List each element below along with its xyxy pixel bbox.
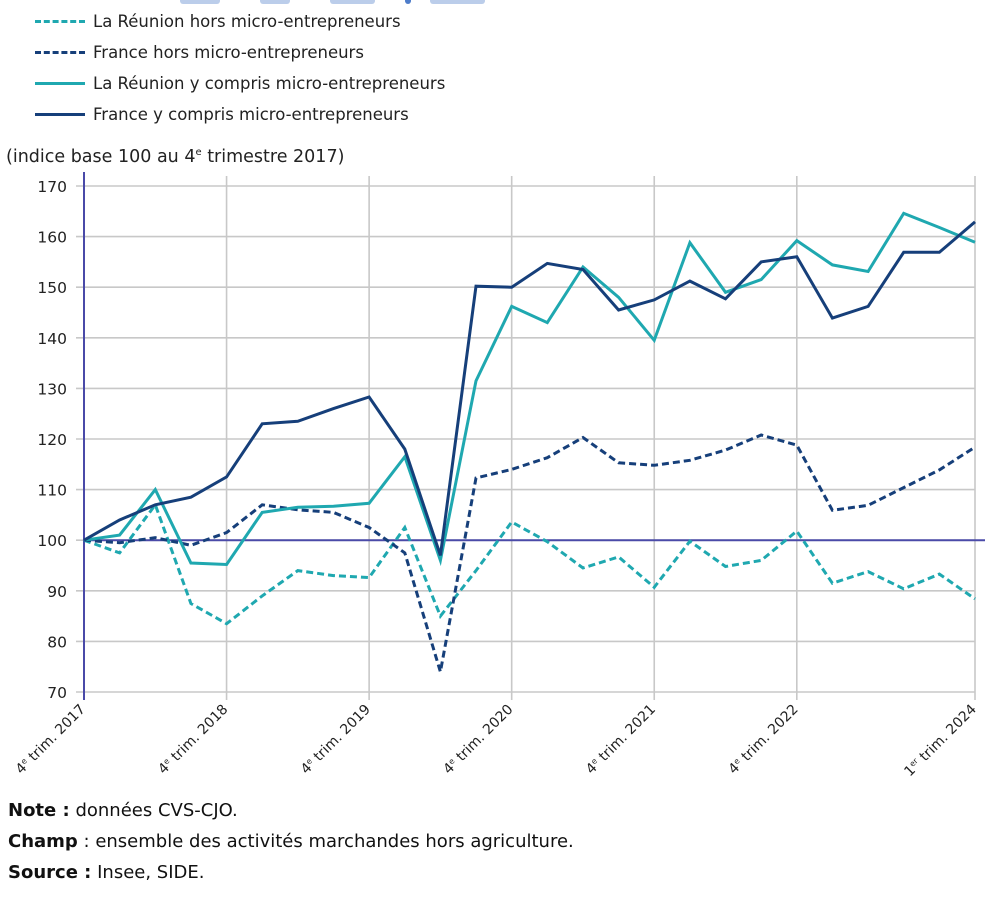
champ-label: Champ [8, 831, 78, 852]
x-tick-text: trim. 2022 [735, 702, 801, 768]
x-tick-sup: e [304, 756, 314, 766]
series-lines [83, 211, 976, 673]
series-line-1 [83, 433, 976, 673]
series-line-3 [83, 220, 976, 556]
x-tick-label: 1er trim. 2024 [901, 701, 979, 779]
x-tick-text: trim. 2017 [23, 702, 89, 768]
champ-text: : ensemble des activités marchandes hors… [77, 831, 574, 852]
x-tick-label: 4e trim. 2022 [726, 702, 802, 778]
y-tick-label: 70 [47, 684, 67, 702]
y-tick-label: 90 [47, 583, 67, 601]
x-tick-label: 4e trim. 2021 [583, 702, 659, 778]
legend-swatch [35, 51, 85, 54]
source-text: Insee, SIDE. [91, 862, 205, 883]
y-tick-label: 140 [37, 330, 67, 348]
source-label: Source : [8, 862, 92, 883]
x-tick-label: 4e trim. 2017 [13, 702, 89, 778]
chart-title-clipped [0, 0, 1000, 8]
y-tick-label: 100 [37, 532, 67, 550]
y-tick-label: 170 [37, 178, 67, 196]
footnote-note: Note : données CVS-CJO. [8, 795, 574, 826]
x-tick-sup: e [732, 756, 742, 766]
y-tick-label: 130 [37, 380, 67, 398]
title-fragment-mark [260, 0, 290, 4]
gridlines [76, 176, 976, 700]
y-tick-label: 160 [37, 229, 67, 247]
series-line-0 [83, 501, 976, 626]
footnote-source: Source : Insee, SIDE. [8, 857, 574, 888]
title-fragment-mark [330, 0, 375, 4]
x-tick-sup: e [162, 756, 172, 766]
legend-swatch [35, 82, 85, 85]
legend-label: France hors micro-entrepreneurs [93, 43, 364, 62]
x-axis-ticks: 4e trim. 2017 4e trim. 2018 4e trim. 2019 4… [13, 701, 980, 779]
legend-swatch [35, 113, 85, 116]
legend-swatch [35, 20, 85, 23]
y-axis-title: (indice base 100 au 4e trimestre 2017) [6, 147, 344, 167]
title-fragment-mark [430, 0, 485, 4]
note-label: Note : [8, 800, 70, 821]
legend-item: France y compris micro-entrepreneurs [35, 99, 445, 130]
note-text: données CVS-CJO. [69, 800, 238, 821]
y-tick-label: 110 [37, 482, 67, 500]
y-tick-label: 120 [37, 431, 67, 449]
legend-label: La Réunion y compris micro-entrepreneurs [93, 74, 446, 93]
x-tick-sup: e [589, 756, 599, 766]
legend-item: La Réunion hors micro-entrepreneurs [35, 6, 445, 37]
legend-label: La Réunion hors micro-entrepreneurs [93, 12, 401, 31]
title-fragment-mark [180, 0, 220, 4]
x-tick-text: trim. 2021 [593, 702, 659, 768]
chart-legend: La Réunion hors micro-entrepreneurs Fran… [35, 6, 445, 130]
y-axis-title-sup: e [195, 147, 202, 158]
y-tick-label: 80 [47, 633, 67, 651]
x-tick-text: trim. 2018 [165, 702, 231, 768]
x-tick-text: trim. 2024 [914, 701, 980, 767]
y-tick-label: 150 [37, 279, 67, 297]
x-tick-label: 4e trim. 2018 [155, 702, 231, 778]
footnotes: Note : données CVS-CJO. Champ : ensemble… [8, 795, 574, 888]
x-tick-label: 4e trim. 2019 [298, 702, 374, 778]
x-tick-text: trim. 2019 [308, 702, 374, 768]
y-axis-title-suffix: trimestre 2017) [201, 147, 345, 167]
legend-label: France y compris micro-entrepreneurs [93, 105, 409, 124]
x-tick-text: trim. 2020 [450, 702, 516, 768]
legend-item: France hors micro-entrepreneurs [35, 37, 445, 68]
x-tick-label: 4e trim. 2020 [440, 702, 516, 778]
x-tick-sup: e [447, 756, 457, 766]
legend-item: La Réunion y compris micro-entrepreneurs [35, 68, 445, 99]
series-line-2 [83, 211, 976, 567]
y-axis-title-prefix: (indice base 100 au 4 [6, 147, 196, 167]
title-fragment-mark [405, 0, 411, 4]
line-chart: 70 80 90 100 110 120 130 140 150 160 170 4e trim. … [13, 172, 985, 780]
x-tick-sup: e [19, 756, 29, 766]
y-axis-ticks: 70 80 90 100 110 120 130 140 150 160 170 [37, 178, 67, 702]
footnote-champ: Champ : ensemble des activités marchande… [8, 826, 574, 857]
